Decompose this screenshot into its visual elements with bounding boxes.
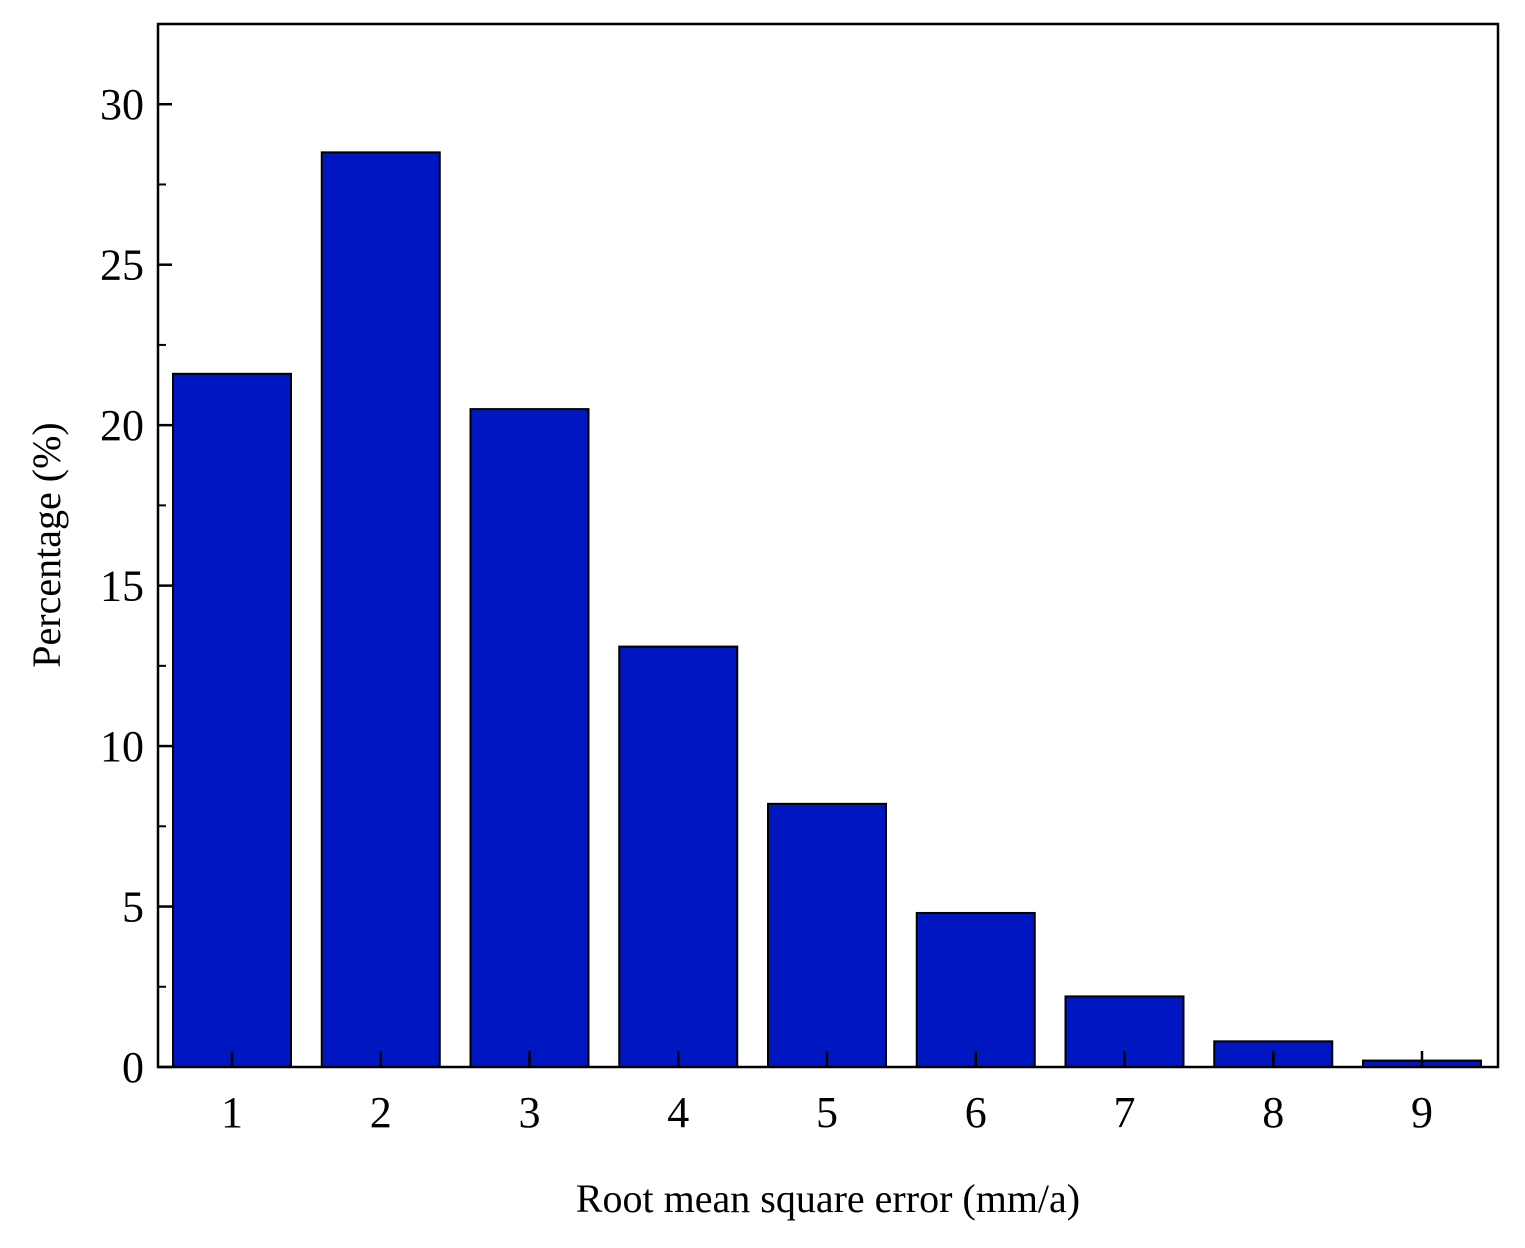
x-tick-label: 9 bbox=[1411, 1088, 1433, 1137]
y-tick-label: 15 bbox=[100, 562, 144, 611]
bar-2 bbox=[320, 151, 441, 1068]
y-tick-label: 0 bbox=[122, 1043, 144, 1092]
x-axis-ticks: 1 2 3 4 5 6 7 8 9 bbox=[221, 1051, 1433, 1137]
x-tick-label: 2 bbox=[370, 1088, 392, 1137]
y-tick-label: 10 bbox=[100, 722, 144, 771]
x-tick-label: 1 bbox=[221, 1088, 243, 1137]
x-tick-label: 4 bbox=[667, 1088, 689, 1137]
y-tick-label: 5 bbox=[122, 883, 144, 932]
x-tick-label: 6 bbox=[965, 1088, 987, 1137]
bar-1 bbox=[172, 372, 292, 1068]
y-axis-title: Percentage (%) bbox=[24, 422, 69, 667]
y-axis-ticks: 0 5 10 15 20 25 30 bbox=[100, 80, 172, 1092]
bar-5 bbox=[767, 802, 887, 1069]
x-tick-label: 3 bbox=[519, 1088, 541, 1137]
x-tick-label: 8 bbox=[1262, 1088, 1284, 1137]
x-tick-label: 5 bbox=[816, 1088, 838, 1137]
bar-6 bbox=[915, 911, 1036, 1069]
y-tick-label: 30 bbox=[100, 80, 144, 129]
x-axis-title: Root mean square error (mm/a) bbox=[576, 1176, 1080, 1221]
bar-3 bbox=[469, 408, 590, 1068]
y-tick-label: 25 bbox=[100, 241, 144, 290]
bar-4 bbox=[618, 645, 739, 1069]
y-tick-label: 20 bbox=[100, 401, 144, 450]
x-tick-label: 7 bbox=[1114, 1088, 1136, 1137]
bars-group bbox=[172, 151, 1482, 1069]
